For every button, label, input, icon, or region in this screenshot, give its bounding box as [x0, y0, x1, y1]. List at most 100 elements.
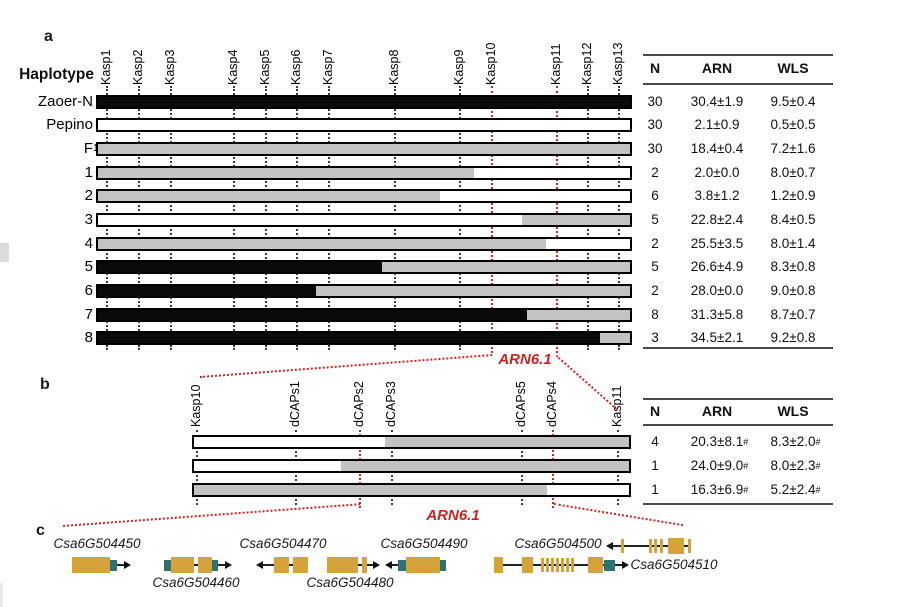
cell-wls: 7.2±1.6: [770, 141, 816, 156]
cell-arn: 25.5±3.5: [690, 236, 744, 251]
haplotype-bar-a-5: [96, 189, 632, 203]
cell-wls: 8.7±0.7: [770, 307, 816, 322]
gene-exon-box: [327, 557, 358, 573]
gene-exon-tick: [660, 539, 663, 553]
cell-wls: 8.4±0.5: [770, 212, 816, 227]
haplotype-row-label-pepino: Pepino: [46, 116, 93, 133]
cell-n: 30: [647, 117, 663, 132]
gene-exon-box: [274, 557, 289, 573]
haplotype-bar-b-1: [192, 435, 631, 449]
haplotype-row-label-2: 2: [84, 187, 93, 204]
marker-label-dcaps2: dCAPs2: [352, 381, 366, 427]
marker-label-kasp11: Kasp11: [610, 385, 624, 427]
cell-arn: 22.8±2.4: [690, 212, 744, 227]
allele-segment-zaoer: [98, 97, 630, 107]
haplotype-row-label-6: 6: [84, 282, 93, 299]
haplotype-row-label-3: 3: [84, 211, 93, 228]
haplotype-row-label-1: 1: [84, 164, 93, 181]
connector-line-b-left: [63, 503, 361, 527]
gene-exon-tick: [546, 558, 549, 572]
haplotype-bar-a-4: [96, 166, 632, 180]
cell-n: 8: [651, 307, 659, 322]
table-rule-a-0: [643, 54, 833, 56]
marker-label-kasp6: Kasp6: [289, 49, 303, 85]
cell-wls: 9.0±0.8: [770, 283, 816, 298]
gene-exon-tick: [621, 539, 624, 553]
cell-wls: 8.0±1.4: [770, 236, 816, 251]
haplotype-bar-a-2: [96, 118, 632, 132]
marker-label-kasp9: Kasp9: [452, 49, 466, 85]
haplotype-bar-a-3: [96, 142, 632, 156]
haplotype-bar-a-10: [96, 308, 632, 322]
allele-segment-het: [526, 310, 630, 320]
haplotype-header: Haplotype: [19, 66, 94, 83]
gene-exon-box: [171, 557, 194, 573]
haplotype-row-label-zaoer-n: Zaoer-N: [37, 93, 93, 110]
gene-label-csa6g504470: Csa6G504470: [239, 536, 327, 551]
allele-segment-het: [522, 215, 630, 225]
marker-label-kasp10: Kasp10: [484, 42, 498, 85]
cell-n: 2: [651, 236, 659, 251]
gene-exon-box: [72, 557, 110, 573]
cell-wls: 8.3±0.8: [770, 259, 816, 274]
allele-segment-zaoer: [98, 333, 601, 343]
allele-segment-zaoer: [98, 262, 383, 272]
marker-label-kasp12: Kasp12: [580, 42, 594, 85]
gene-direction-arrow: [225, 561, 232, 569]
allele-segment-pepino: [439, 191, 630, 201]
table-header-arn-a: ARN: [701, 60, 733, 76]
cell-wls: 9.5±0.4: [770, 94, 816, 109]
haplotype-bar-a-6: [96, 213, 632, 227]
cell-n: 2: [651, 165, 659, 180]
table-header-wls-a: WLS: [777, 60, 809, 76]
gene-exon-box: [588, 557, 603, 573]
scan-artifact: [0, 243, 9, 262]
cell-wls: 8.0±2.3 #: [770, 458, 821, 473]
allele-segment-het: [98, 144, 630, 154]
table-rule-a-2: [643, 347, 833, 349]
marker-label-kasp4: Kasp4: [226, 49, 240, 85]
allele-segment-pepino: [474, 168, 630, 178]
haplotype-row-label-4: 4: [84, 235, 93, 252]
cell-wls: 1.2±0.9: [770, 188, 816, 203]
gene-label-csa6g504490: Csa6G504490: [380, 536, 468, 551]
gene-exon-box: [198, 557, 212, 573]
allele-segment-het: [600, 333, 630, 343]
cell-arn: 2.0±0.0: [694, 165, 740, 180]
allele-segment-het: [340, 461, 629, 471]
allele-segment-het: [385, 437, 629, 447]
cell-wls: 9.2±0.8: [770, 330, 816, 345]
haplotype-row-label-7: 7: [84, 306, 93, 323]
gene-direction-arrow: [373, 561, 380, 569]
allele-segment-het: [98, 168, 475, 178]
allele-segment-pepino: [194, 461, 341, 471]
marker-label-kasp5: Kasp5: [258, 49, 272, 85]
gene-exon-tick: [551, 558, 554, 572]
gene-intron-line: [164, 564, 225, 566]
gene-exon-tick: [654, 539, 657, 553]
cell-arn: 2.1±0.9: [694, 117, 740, 132]
gene-exon-tick: [556, 558, 559, 572]
cell-arn: 24.0±9.0 #: [690, 458, 749, 473]
marker-label-kasp8: Kasp8: [387, 49, 401, 85]
marker-label-kasp2: Kasp2: [131, 49, 145, 85]
table-header-wls-b: WLS: [777, 403, 809, 419]
gene-exon-tick: [561, 558, 564, 572]
gene-utr-box: [604, 560, 615, 571]
cell-wls: 0.5±0.5: [770, 117, 816, 132]
gene-label-csa6g504450: Csa6G504450: [53, 536, 141, 551]
haplotype-bar-a-1: [96, 95, 632, 109]
cell-arn: 3.8±1.2: [694, 188, 740, 203]
cell-arn: 18.4±0.4: [690, 141, 744, 156]
gene-exon-box: [362, 557, 367, 573]
allele-segment-het: [98, 239, 547, 249]
gene-direction-arrow: [606, 542, 613, 550]
gene-direction-arrow: [124, 561, 131, 569]
gene-label-csa6g504460: Csa6G504460: [152, 575, 240, 590]
cell-n: 30: [647, 141, 663, 156]
marker-label-kasp10: Kasp10: [189, 384, 203, 427]
cell-n: 5: [651, 212, 659, 227]
table-rule-b-2: [643, 503, 833, 505]
marker-label-kasp7: Kasp7: [321, 49, 335, 85]
